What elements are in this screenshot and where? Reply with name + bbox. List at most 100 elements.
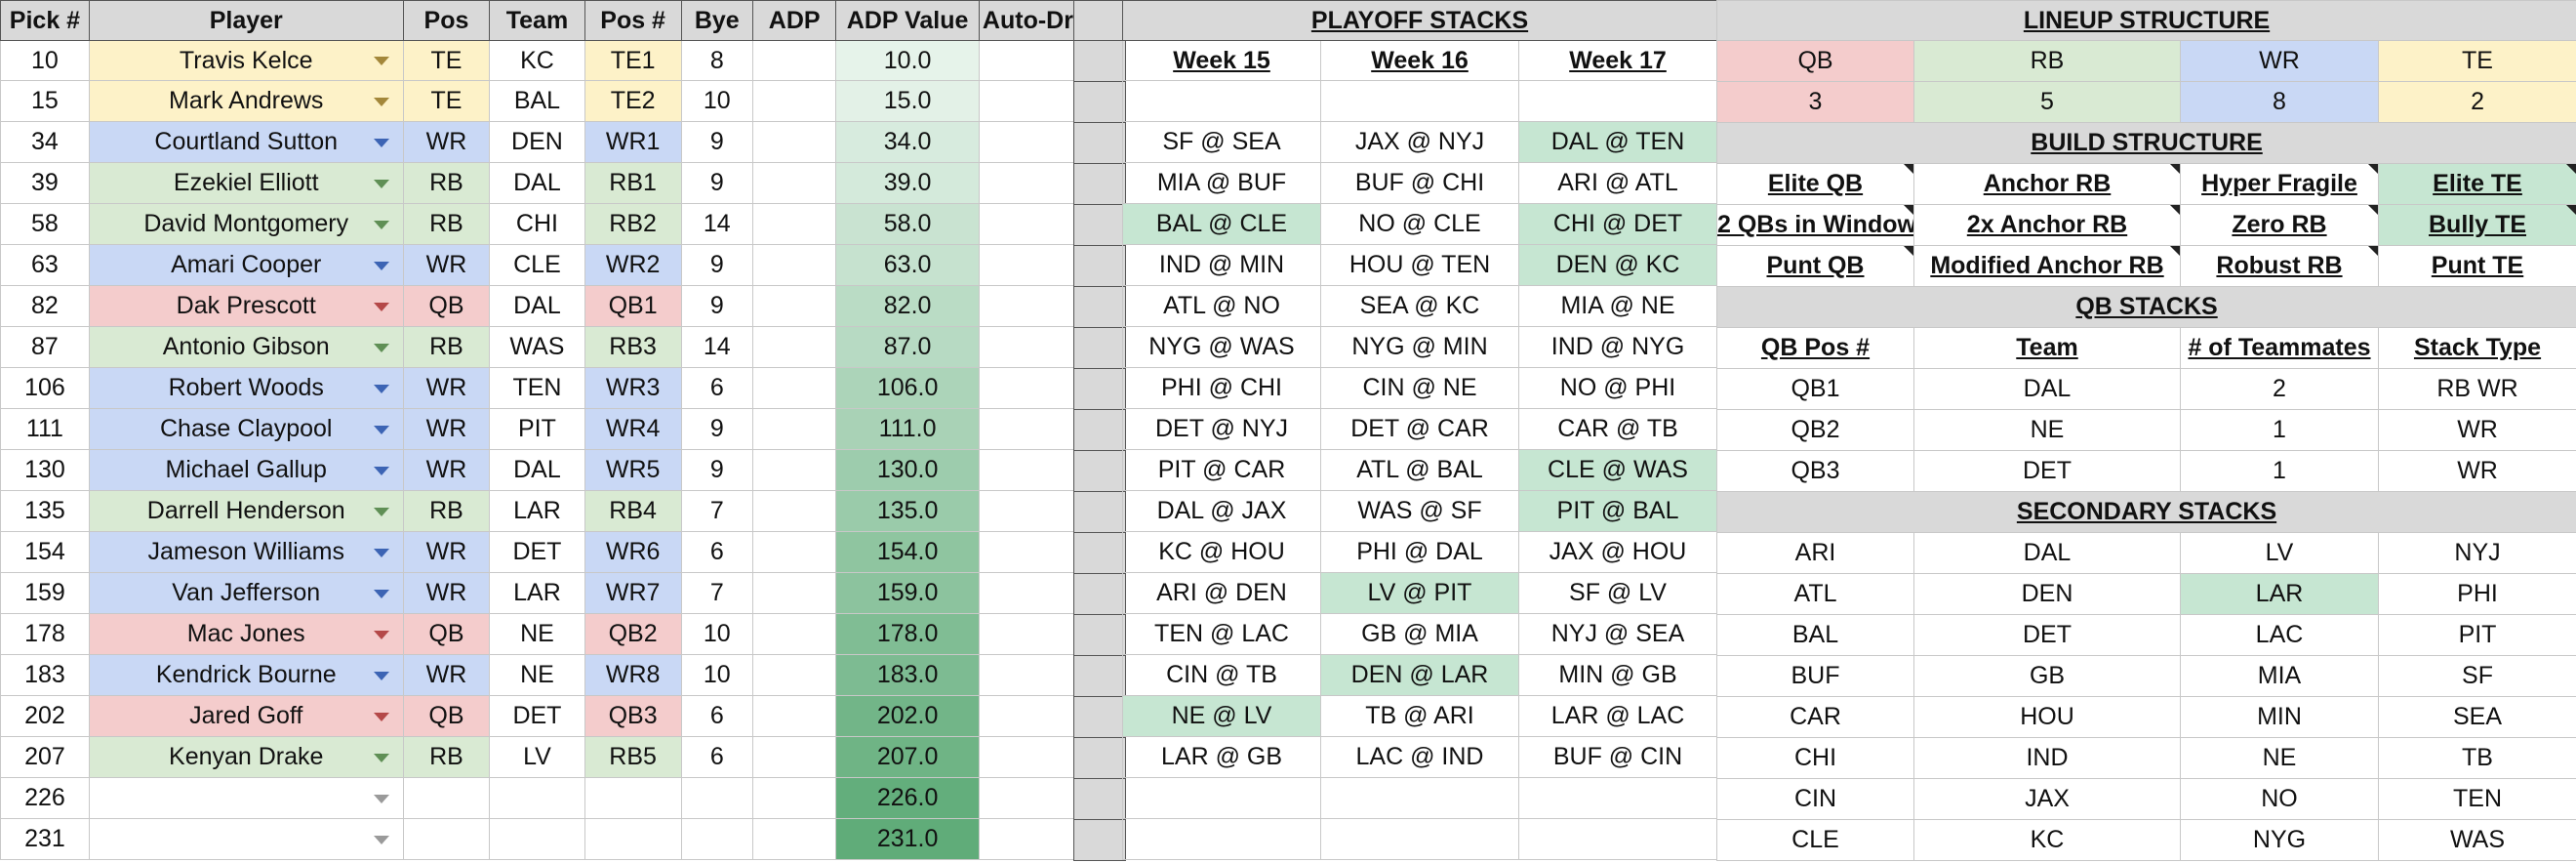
pick-cell[interactable]: 154 — [0, 531, 90, 573]
team-cell[interactable]: PIT — [489, 408, 585, 450]
posnum-cell[interactable]: RB2 — [584, 203, 682, 245]
pos-cell[interactable]: WR — [402, 244, 491, 286]
matchup-cell[interactable]: IND @ MIN — [1122, 244, 1321, 286]
build-option[interactable]: Zero RB — [2180, 204, 2379, 246]
adp-cell[interactable] — [751, 777, 837, 819]
secondary-stack-cell[interactable]: LV — [2180, 532, 2379, 574]
secondary-stack-cell[interactable]: PIT — [2377, 614, 2576, 656]
col-header-pick[interactable]: Pick # — [0, 0, 90, 41]
pos-cell[interactable]: QB — [402, 695, 491, 737]
adp-value-cell[interactable]: 231.0 — [835, 818, 980, 860]
qb-stack-cell[interactable]: QB3 — [1716, 450, 1914, 492]
adp-value-cell[interactable]: 159.0 — [835, 572, 980, 614]
col-header-player[interactable]: Player — [88, 0, 404, 41]
player-cell[interactable]: Michael Gallup — [88, 449, 404, 491]
bye-cell[interactable]: 10 — [680, 613, 753, 655]
team-cell[interactable]: BAL — [489, 80, 585, 122]
adp-value-cell[interactable]: 183.0 — [835, 654, 980, 696]
pos-cell[interactable]: RB — [402, 203, 491, 245]
adp-cell[interactable] — [751, 613, 837, 655]
pick-cell[interactable]: 231 — [0, 818, 90, 860]
adp-cell[interactable] — [751, 449, 837, 491]
matchup-cell[interactable]: SF @ SEA — [1122, 121, 1321, 163]
matchup-cell[interactable] — [1122, 80, 1321, 122]
bye-cell[interactable]: 6 — [680, 531, 753, 573]
pos-cell[interactable]: WR — [402, 531, 491, 573]
bye-cell[interactable]: 9 — [680, 244, 753, 286]
matchup-cell[interactable]: PIT @ BAL — [1517, 490, 1718, 532]
player-cell[interactable]: Kenyan Drake — [88, 736, 404, 778]
pick-cell[interactable]: 82 — [0, 285, 90, 327]
player-cell[interactable]: Antonio Gibson — [88, 326, 404, 368]
secondary-stack-cell[interactable]: MIN — [2180, 696, 2379, 738]
qb-stack-cell[interactable]: 1 — [2180, 450, 2379, 492]
bye-cell[interactable]: 7 — [680, 572, 753, 614]
qb-stack-cell[interactable]: WR — [2377, 409, 2576, 451]
bye-cell[interactable]: 9 — [680, 162, 753, 204]
pos-cell[interactable]: WR — [402, 654, 491, 696]
team-cell[interactable] — [489, 777, 585, 819]
matchup-cell[interactable]: DET @ NYJ — [1122, 408, 1321, 450]
build-option[interactable]: 2 QBs in Window — [1716, 204, 1914, 246]
lineup-position[interactable]: TE — [2377, 40, 2576, 82]
secondary-stack-cell[interactable]: BAL — [1716, 614, 1914, 656]
matchup-cell[interactable]: MIA @ BUF — [1122, 162, 1321, 204]
matchup-cell[interactable] — [1320, 818, 1519, 860]
pick-cell[interactable]: 183 — [0, 654, 90, 696]
pick-cell[interactable]: 34 — [0, 121, 90, 163]
pick-cell[interactable]: 202 — [0, 695, 90, 737]
pick-cell[interactable]: 226 — [0, 777, 90, 819]
player-cell[interactable]: Chase Claypool — [88, 408, 404, 450]
matchup-cell[interactable]: PHI @ DAL — [1320, 531, 1519, 573]
team-cell[interactable]: KC — [489, 40, 585, 81]
posnum-cell[interactable]: RB1 — [584, 162, 682, 204]
dropdown-arrow-icon[interactable] — [373, 794, 389, 803]
matchup-cell[interactable]: BUF @ CHI — [1320, 162, 1519, 204]
col-header-adp-value[interactable]: ADP Value — [835, 0, 980, 41]
player-cell[interactable]: Van Jefferson — [88, 572, 404, 614]
player-cell[interactable]: Mark Andrews — [88, 80, 404, 122]
team-cell[interactable]: LAR — [489, 572, 585, 614]
matchup-cell[interactable]: CHI @ DET — [1517, 203, 1718, 245]
matchup-cell[interactable]: JAX @ NYJ — [1320, 121, 1519, 163]
secondary-stack-cell[interactable]: NYJ — [2377, 532, 2576, 574]
pick-cell[interactable]: 15 — [0, 80, 90, 122]
adp-value-cell[interactable]: 82.0 — [835, 285, 980, 327]
matchup-cell[interactable]: DEN @ KC — [1517, 244, 1718, 286]
secondary-stack-cell[interactable]: NYG — [2180, 819, 2379, 861]
matchup-cell[interactable]: MIN @ GB — [1517, 654, 1718, 696]
matchup-cell[interactable]: SF @ LV — [1517, 572, 1718, 614]
posnum-cell[interactable]: WR5 — [584, 449, 682, 491]
player-cell[interactable]: Kendrick Bourne — [88, 654, 404, 696]
dropdown-arrow-icon[interactable] — [373, 138, 389, 147]
secondary-stack-cell[interactable]: JAX — [1913, 778, 2181, 820]
matchup-cell[interactable]: DAL @ TEN — [1517, 121, 1718, 163]
pick-cell[interactable]: 159 — [0, 572, 90, 614]
build-option[interactable]: Punt QB — [1716, 245, 1914, 287]
matchup-cell[interactable]: CIN @ NE — [1320, 367, 1519, 409]
lineup-position[interactable]: QB — [1716, 40, 1914, 82]
matchup-cell[interactable] — [1517, 818, 1718, 860]
dropdown-arrow-icon[interactable] — [373, 671, 389, 680]
build-option[interactable]: Bully TE — [2377, 204, 2576, 246]
secondary-stack-cell[interactable]: BUF — [1716, 655, 1914, 697]
secondary-stack-cell[interactable]: MIA — [2180, 655, 2379, 697]
matchup-cell[interactable]: DEN @ LAR — [1320, 654, 1519, 696]
secondary-stack-cell[interactable]: PHI — [2377, 573, 2576, 615]
posnum-cell[interactable]: WR7 — [584, 572, 682, 614]
matchup-cell[interactable]: NYG @ WAS — [1122, 326, 1321, 368]
matchup-cell[interactable]: TEN @ LAC — [1122, 613, 1321, 655]
col-header-adp[interactable]: ADP — [751, 0, 837, 41]
dropdown-arrow-icon[interactable] — [373, 466, 389, 475]
build-option[interactable]: Hyper Fragile — [2180, 163, 2379, 205]
secondary-stack-cell[interactable]: NO — [2180, 778, 2379, 820]
adp-value-cell[interactable]: 154.0 — [835, 531, 980, 573]
player-cell[interactable]: Mac Jones — [88, 613, 404, 655]
posnum-cell[interactable]: WR8 — [584, 654, 682, 696]
player-cell[interactable]: Travis Kelce — [88, 40, 404, 81]
dropdown-arrow-icon[interactable] — [373, 220, 389, 229]
adp-value-cell[interactable]: 226.0 — [835, 777, 980, 819]
team-cell[interactable]: DEN — [489, 121, 585, 163]
player-cell[interactable]: Courtland Sutton — [88, 121, 404, 163]
pos-cell[interactable]: QB — [402, 613, 491, 655]
